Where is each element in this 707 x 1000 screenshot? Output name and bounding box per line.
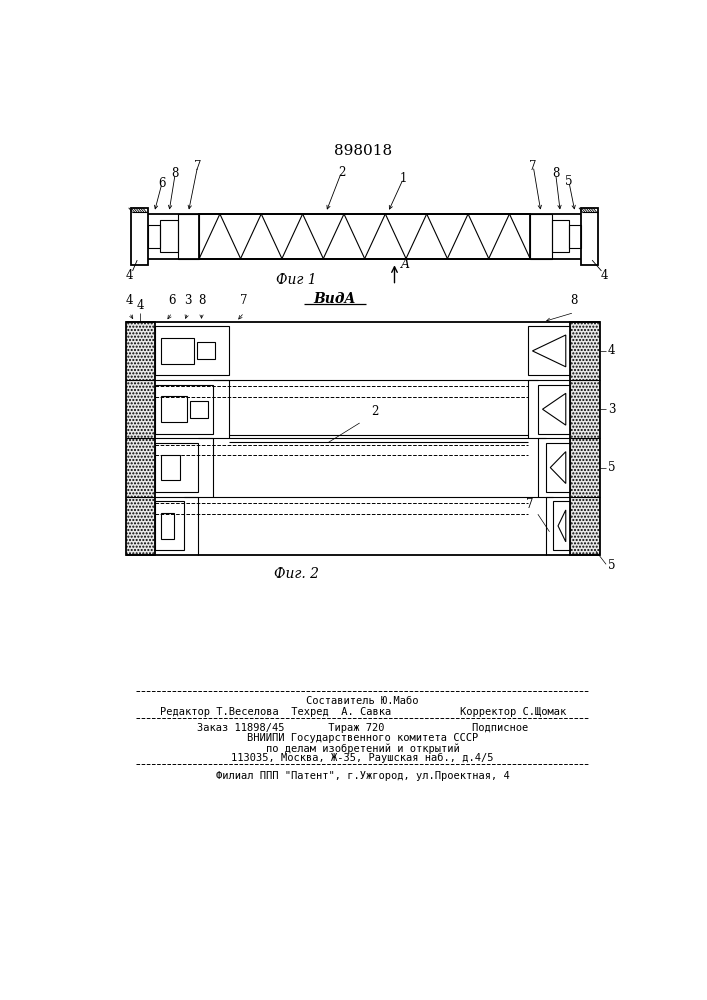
Text: 4: 4 <box>126 269 133 282</box>
Bar <box>552 220 569 252</box>
Text: 7: 7 <box>194 160 201 173</box>
Bar <box>538 385 571 434</box>
Text: 8: 8 <box>552 167 559 180</box>
Text: ВНИИПИ Государственного комитета СССР: ВНИИПИ Государственного комитета СССР <box>247 733 479 743</box>
Text: Фиг. 2: Фиг. 2 <box>274 567 319 581</box>
Bar <box>554 501 571 550</box>
Bar <box>155 326 228 375</box>
Text: 2: 2 <box>338 166 345 179</box>
Text: 5: 5 <box>607 559 615 572</box>
Text: 8: 8 <box>571 294 578 307</box>
Bar <box>161 513 175 539</box>
Bar <box>197 342 215 359</box>
Text: ВидA: ВидA <box>314 292 356 306</box>
Text: 898018: 898018 <box>334 144 392 158</box>
Bar <box>546 443 571 492</box>
Bar <box>199 214 530 259</box>
Bar <box>190 401 208 418</box>
Text: Филиал ППП "Патент", г.Ужгород, ул.Проектная, 4: Филиал ППП "Патент", г.Ужгород, ул.Проек… <box>216 771 510 781</box>
Bar <box>160 220 177 252</box>
Bar <box>581 208 598 265</box>
Bar <box>161 455 180 480</box>
Bar <box>571 322 600 555</box>
Bar <box>155 501 185 550</box>
Text: 113035, Москва, Ж-35, Раушская наб., д.4/5: 113035, Москва, Ж-35, Раушская наб., д.4… <box>231 753 494 763</box>
Text: Составитель Ю.Мабо: Составитель Ю.Мабо <box>306 696 419 706</box>
Bar <box>530 214 552 259</box>
Text: 7: 7 <box>527 498 534 511</box>
Bar <box>569 225 581 248</box>
Text: 3: 3 <box>607 403 615 416</box>
Text: 8: 8 <box>172 167 179 180</box>
Text: 6: 6 <box>158 177 165 190</box>
Text: A: A <box>401 258 409 271</box>
Bar <box>161 338 194 364</box>
Bar <box>528 326 571 375</box>
Text: 5: 5 <box>607 461 615 474</box>
Bar <box>161 396 187 422</box>
Bar <box>131 208 148 265</box>
Text: по делам изобретений и открытий: по делам изобретений и открытий <box>266 743 460 754</box>
Text: Заказ 11898/45       Тираж 720              Подписное: Заказ 11898/45 Тираж 720 Подписное <box>197 723 528 733</box>
Text: 7: 7 <box>240 294 248 307</box>
Text: 4: 4 <box>126 294 133 307</box>
Text: 7: 7 <box>530 160 537 173</box>
Text: 6: 6 <box>168 294 176 307</box>
Text: 4: 4 <box>601 269 608 282</box>
Bar <box>148 225 160 248</box>
Text: 3: 3 <box>184 294 192 307</box>
Bar <box>155 385 213 434</box>
Text: 2: 2 <box>371 405 379 418</box>
Bar <box>177 214 199 259</box>
Text: 4: 4 <box>607 344 615 357</box>
Text: 4: 4 <box>136 299 144 312</box>
Text: Редактор Т.Веселова  Техред  А. Савка           Корректор С.Щомак: Редактор Т.Веселова Техред А. Савка Корр… <box>160 707 566 717</box>
Bar <box>155 443 198 492</box>
Text: 5: 5 <box>565 175 573 188</box>
Text: Фиг 1: Фиг 1 <box>276 273 317 287</box>
Text: 1: 1 <box>399 172 407 185</box>
Bar <box>126 322 155 555</box>
Text: 8: 8 <box>198 294 205 307</box>
